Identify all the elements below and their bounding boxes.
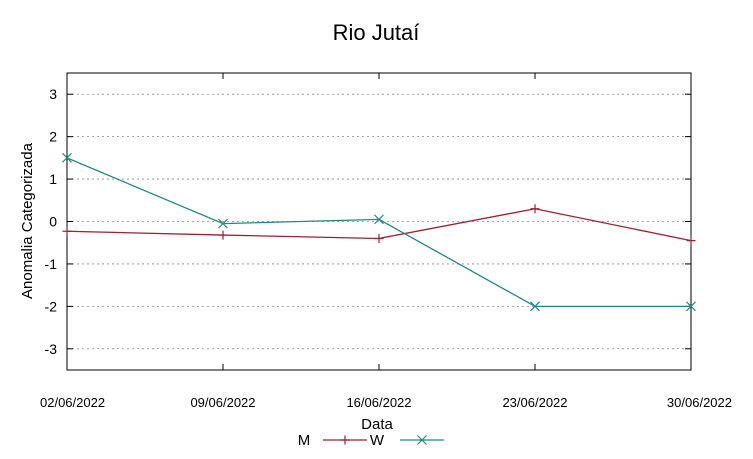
data-point-m <box>218 230 228 240</box>
data-point-m <box>530 204 540 214</box>
data-point-w <box>686 301 696 312</box>
legend-marker-w <box>417 435 427 445</box>
x-ticks: 02/06/2022 09/06/2022 16/06/2022 23/06/2022… <box>40 73 732 410</box>
series-m <box>62 204 696 246</box>
y-tick-label: 2 <box>49 129 57 145</box>
x-tick-label: 02/06/2022 <box>40 395 105 410</box>
legend-label-m: M <box>298 432 311 449</box>
y-tick-label: 3 <box>49 86 57 102</box>
x-tick-label: 16/06/2022 <box>346 395 411 410</box>
legend-label-w: W <box>370 432 385 449</box>
data-point-w <box>530 301 540 312</box>
y-tick-label: -3 <box>45 341 58 357</box>
legend-marker-m <box>340 435 350 445</box>
series-line-w <box>66 157 691 308</box>
x-tick-label: 23/06/2022 <box>502 395 567 410</box>
data-point-m <box>686 236 696 246</box>
y-tick-label: 0 <box>49 214 57 230</box>
data-point-m <box>374 233 384 243</box>
data-point-w <box>218 218 228 229</box>
data-point-w <box>374 214 384 225</box>
chart-title: Rio Jutaí <box>333 20 420 45</box>
data-point-w <box>62 152 72 163</box>
y-tick-label: -2 <box>45 298 58 314</box>
data-point-m <box>62 226 72 236</box>
y-tick-label: -1 <box>45 256 58 272</box>
y-tick-label: 1 <box>49 171 57 187</box>
x-axis-label: Data <box>361 416 393 433</box>
y-axis-label: Anomalia Categorizada <box>19 142 36 299</box>
x-tick-label: 09/06/2022 <box>190 395 255 410</box>
x-tick-label: 30/06/2022 <box>667 395 732 410</box>
series-w <box>62 152 696 312</box>
series-layer <box>62 152 696 312</box>
